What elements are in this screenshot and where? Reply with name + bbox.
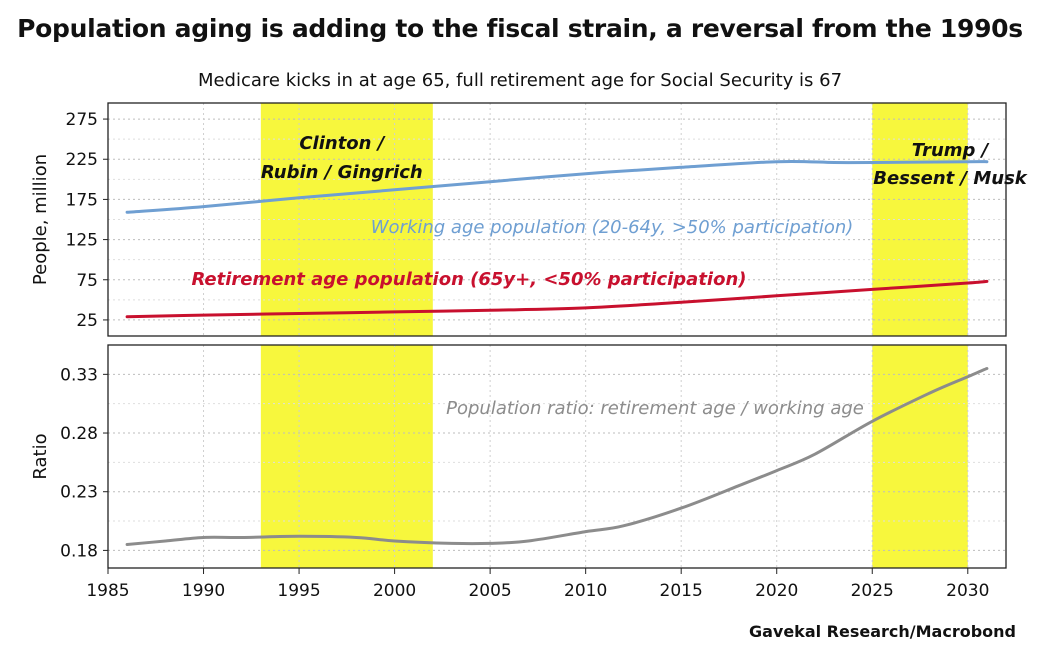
- highlight-label-1: Clinton /: [299, 133, 385, 154]
- y-tick-label: 25: [76, 311, 98, 331]
- chart-title: Population aging is adding to the fiscal…: [17, 14, 1023, 43]
- series-line-1-1: [125, 159, 989, 214]
- chart-subtitle: Medicare kicks in at age 65, full retire…: [197, 70, 843, 91]
- x-tick-label: 1990: [182, 581, 225, 601]
- x-tick-label: 2010: [564, 581, 607, 601]
- y-tick-label: 175: [66, 190, 98, 210]
- retirement-series-label: Retirement age population (65y+, <50% pa…: [191, 269, 746, 290]
- x-tick-label: 2030: [946, 581, 989, 601]
- series-line-2-1: [125, 367, 989, 546]
- x-tick-label: 2020: [755, 581, 798, 601]
- source-credit: Gavekal Research/Macrobond: [748, 622, 1016, 641]
- panel-2: 0.18 0.23 0.28 0.33 Ratio: [30, 344, 1007, 569]
- y-tick-label: 275: [66, 110, 98, 130]
- panel-1: 25 75 125 175 225 275 People, million: [30, 102, 1007, 337]
- x-tick-label: 1985: [86, 581, 129, 601]
- x-tick-label: 2000: [373, 581, 416, 601]
- working-series-label: Working age population (20-64y, >50% par…: [371, 217, 854, 238]
- highlight-band-1: [260, 345, 433, 568]
- panel-frame: [107, 102, 1007, 337]
- y-tick-label: 125: [66, 231, 98, 251]
- y-axis-label: Ratio: [30, 433, 51, 479]
- x-tick-label: 1995: [277, 581, 320, 601]
- series-line-1-2: [125, 279, 989, 319]
- y-tick-label: 0.23: [60, 483, 98, 503]
- y-tick-label: 0.33: [60, 365, 98, 385]
- y-tick-label: 0.28: [60, 424, 98, 444]
- panel-frame: [107, 344, 1007, 569]
- highlight-label-2: Trump /: [912, 140, 990, 161]
- ratio-series-label: Population ratio: retirement age / worki…: [446, 398, 864, 419]
- highlight-label-2: Bessent / Musk: [873, 168, 1028, 189]
- y-axis-label: People, million: [30, 154, 51, 285]
- highlight-label-1: Rubin / Gingrich: [261, 162, 423, 183]
- highlight-band-2: [872, 345, 968, 568]
- x-tick-label: 2025: [851, 581, 894, 601]
- x-tick-label: 2015: [660, 581, 703, 601]
- y-tick-label: 0.18: [60, 541, 98, 561]
- x-tick-label: 2005: [468, 581, 511, 601]
- y-tick-label: 75: [76, 271, 98, 291]
- y-tick-label: 225: [66, 150, 98, 170]
